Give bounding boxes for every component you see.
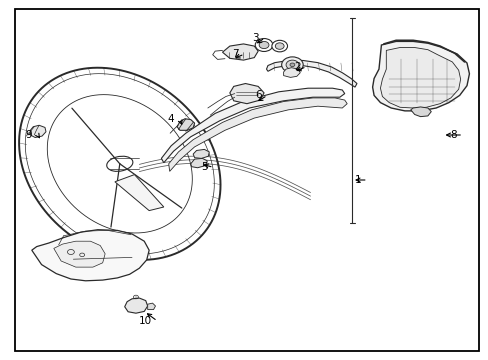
Polygon shape bbox=[410, 107, 430, 117]
Text: 4: 4 bbox=[166, 114, 173, 124]
Text: 7: 7 bbox=[231, 49, 238, 59]
Circle shape bbox=[271, 40, 287, 52]
Text: 5: 5 bbox=[201, 162, 207, 172]
Polygon shape bbox=[380, 48, 460, 108]
Text: 8: 8 bbox=[449, 130, 456, 140]
Circle shape bbox=[281, 57, 303, 73]
Circle shape bbox=[255, 39, 272, 51]
Polygon shape bbox=[266, 60, 356, 87]
Circle shape bbox=[289, 63, 294, 67]
Polygon shape bbox=[147, 303, 155, 310]
Text: 6: 6 bbox=[254, 90, 261, 100]
Polygon shape bbox=[30, 125, 46, 138]
Circle shape bbox=[285, 60, 298, 69]
Polygon shape bbox=[222, 44, 258, 60]
Polygon shape bbox=[283, 68, 300, 77]
Polygon shape bbox=[229, 84, 264, 104]
Text: 2: 2 bbox=[293, 62, 300, 72]
Text: 9: 9 bbox=[25, 130, 32, 140]
Polygon shape bbox=[124, 298, 147, 313]
Text: 10: 10 bbox=[138, 316, 151, 326]
Polygon shape bbox=[32, 230, 149, 281]
Circle shape bbox=[275, 43, 284, 49]
Text: 3: 3 bbox=[252, 33, 259, 43]
Polygon shape bbox=[190, 158, 207, 168]
Polygon shape bbox=[161, 88, 344, 163]
Circle shape bbox=[259, 41, 268, 49]
Ellipse shape bbox=[106, 156, 133, 171]
Polygon shape bbox=[372, 41, 468, 111]
Polygon shape bbox=[115, 175, 163, 211]
Polygon shape bbox=[193, 149, 209, 158]
Polygon shape bbox=[177, 119, 194, 130]
Text: 1: 1 bbox=[354, 175, 361, 185]
Polygon shape bbox=[54, 241, 105, 267]
Polygon shape bbox=[168, 98, 346, 171]
